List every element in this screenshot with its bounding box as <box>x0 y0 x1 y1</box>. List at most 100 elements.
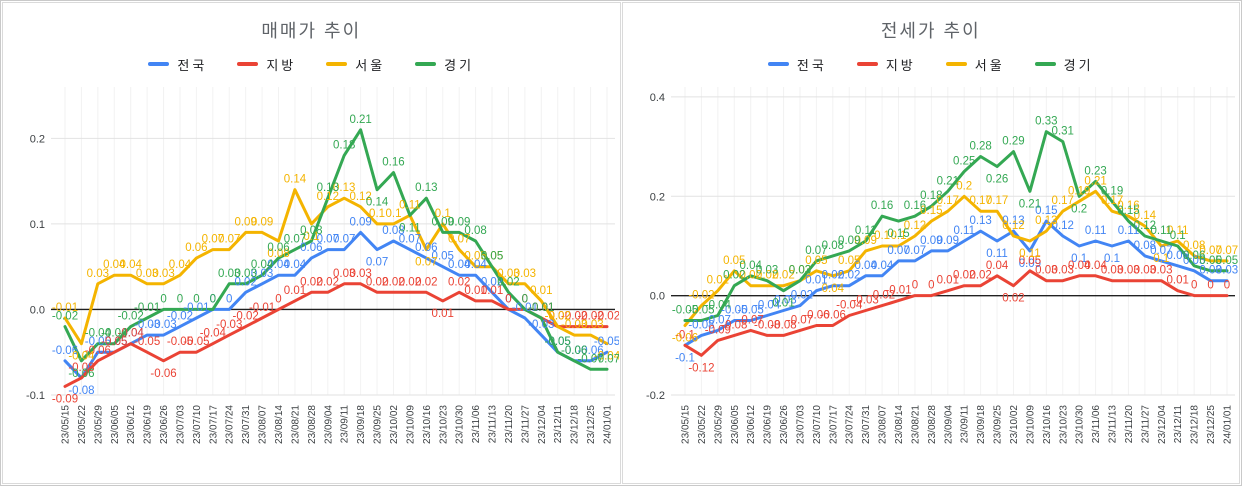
x-axis-tick-label: 23/08/28 <box>307 405 318 444</box>
data-point-label: -0.07 <box>787 314 813 326</box>
data-point-label: 0.03 <box>1035 265 1057 277</box>
x-axis-tick-label: 23/05/15 <box>680 405 691 444</box>
data-point-label: -0.01 <box>512 302 538 314</box>
x-axis-tick-label: 23/05/22 <box>697 405 708 444</box>
data-point-label: 0.07 <box>1199 245 1221 257</box>
x-axis-tick-label: 23/07/17 <box>828 405 839 444</box>
x-axis-tick-label: 23/12/11 <box>1173 405 1184 444</box>
data-point-label: -0.08 <box>688 319 714 331</box>
legend-item-1[interactable]: 지방 <box>237 55 296 74</box>
panel-sale-price-trend: 매매가 추이 전국 지방 서울 경기 0.2 0.1 0.0 -0.1 23/05/15 23/… <box>2 2 621 484</box>
data-point-label: 0.13 <box>1002 215 1024 227</box>
data-point-label: 0.05 <box>1216 255 1238 267</box>
data-point-label: -0.04 <box>101 328 128 340</box>
x-axis-tick-label: 23/10/30 <box>455 405 466 444</box>
data-point-label: 0.03 <box>136 268 158 280</box>
x-axis-tick-label: 23/10/30 <box>1074 405 1085 444</box>
data-point-label: 0.15 <box>1117 205 1139 217</box>
sale-line-chart[interactable]: 0.2 0.1 0.0 -0.1 23/05/15 23/05/22 23/05/29 23/… <box>3 75 620 478</box>
data-point-label: 0 <box>177 293 183 305</box>
data-point-label: -0.02 <box>688 290 714 302</box>
data-point-label: 0.01 <box>772 298 794 310</box>
data-point-label: 0.04 <box>120 259 143 271</box>
x-axis-tick-label: 23/10/02 <box>389 405 400 444</box>
data-point-label: 0.04 <box>268 259 291 271</box>
data-point-label: -0.03 <box>134 319 160 331</box>
data-point-label: 0.17 <box>969 195 991 207</box>
data-point-label: 0.09 <box>838 235 860 247</box>
data-point-label: 0.1 <box>304 231 320 243</box>
data-point-label: 0.02 <box>399 276 421 288</box>
x-axis-tick-label: 23/12/11 <box>553 405 564 444</box>
data-point-label: 0.1 <box>386 208 402 220</box>
data-point-label: 0 <box>506 293 512 305</box>
data-point-label: 0.01 <box>936 275 958 287</box>
data-point-label: 0.06 <box>1166 250 1188 262</box>
data-point-label: 0.03 <box>498 268 520 280</box>
data-point-label: 0.02 <box>415 276 437 288</box>
jeonse-line-chart[interactable]: 0.4 0.2 0.0 -0.2 23/05/15 23/05/22 23/05/29 23/… <box>623 75 1239 478</box>
x-axis-tick-label: 23/09/04 <box>943 405 954 444</box>
legend-item-3[interactable]: 경기 <box>415 55 474 74</box>
data-point-label: -0.04 <box>594 351 619 363</box>
data-point-label: -0.04 <box>200 328 227 340</box>
data-point-label: 0.12 <box>1133 220 1155 232</box>
data-point-label: 0.03 <box>1216 265 1238 277</box>
data-point-label: -0.02 <box>52 311 78 323</box>
data-point-label: 0.02 <box>498 276 520 288</box>
data-point-label: 0.03 <box>1133 265 1155 277</box>
x-axis-tick-label: 23/10/23 <box>1058 405 1069 444</box>
data-point-label: -0.02 <box>545 311 571 323</box>
data-point-label: -0.08 <box>69 362 95 374</box>
data-point-label: -0.06 <box>85 345 111 357</box>
data-point-label: -0.07 <box>594 353 619 365</box>
data-point-label: -0.06 <box>561 345 587 357</box>
legend-item-2[interactable]: 서울 <box>326 55 385 74</box>
data-point-label: 0.04 <box>739 260 762 272</box>
data-point-label: 0.15 <box>887 228 909 240</box>
data-point-label: 0.15 <box>1035 205 1057 217</box>
legend-item-0[interactable]: 전국 <box>767 55 827 74</box>
data-point-label: -0.06 <box>52 345 78 357</box>
data-point-label: 0.09 <box>936 235 958 247</box>
data-point-label: 0.02 <box>838 270 860 282</box>
data-point-label: -0.01 <box>249 302 275 314</box>
legend-item-1[interactable]: 지방 <box>856 55 916 74</box>
x-axis-tick-label: 23/06/05 <box>110 405 121 444</box>
data-point-label: 0.01 <box>481 285 503 297</box>
data-point-label: -0.1 <box>675 329 695 341</box>
legend-item-0[interactable]: 전국 <box>148 55 207 74</box>
chart-canvas: 0.20.10.0-0.123/05/15 23/05/22 23/05/29 23/… <box>26 87 620 444</box>
data-point-label: 0.03 <box>1117 265 1139 277</box>
y-axis-tick-label: 0.1 <box>30 219 45 231</box>
data-point-label: 0.02 <box>723 270 745 282</box>
data-point-label: 0.04 <box>986 260 1009 272</box>
series-line-0 <box>63 230 609 380</box>
y-axis-tick-label: 0.2 <box>30 133 45 145</box>
data-point-label: -0.08 <box>69 385 95 397</box>
legend-item-2[interactable]: 서울 <box>945 55 1005 74</box>
data-point-label: -0.1 <box>675 352 695 364</box>
data-point-label: -0.04 <box>118 328 145 340</box>
legend-swatch-dash <box>326 62 348 66</box>
data-point-label: 0.07 <box>366 257 388 269</box>
data-point-label: 0 <box>911 280 917 292</box>
data-point-label: -0.06 <box>803 309 829 321</box>
x-axis-tick-label: 23/11/13 <box>488 405 499 444</box>
data-point-label: 0.03 <box>514 268 536 280</box>
data-point-label: -0.02 <box>561 311 587 323</box>
data-point-label: 0.06 <box>415 242 437 254</box>
data-point-label: 0 <box>928 280 934 292</box>
data-point-label: 0.05 <box>838 255 860 267</box>
data-point-label: 0.05 <box>723 255 745 267</box>
data-point-label: 0 <box>226 293 232 305</box>
data-point-label: 0.15 <box>920 205 942 217</box>
data-point-label: -0.05 <box>134 336 160 348</box>
data-point-label: -0.06 <box>672 332 698 344</box>
data-point-label: 0.05 <box>481 251 503 263</box>
data-point-label: 0.05 <box>465 251 487 263</box>
x-axis-tick-label: 23/11/20 <box>1124 405 1135 444</box>
legend-item-3[interactable]: 경기 <box>1034 55 1094 74</box>
data-point-label: 0.04 <box>854 260 877 272</box>
data-point-label: 0.11 <box>953 225 975 237</box>
